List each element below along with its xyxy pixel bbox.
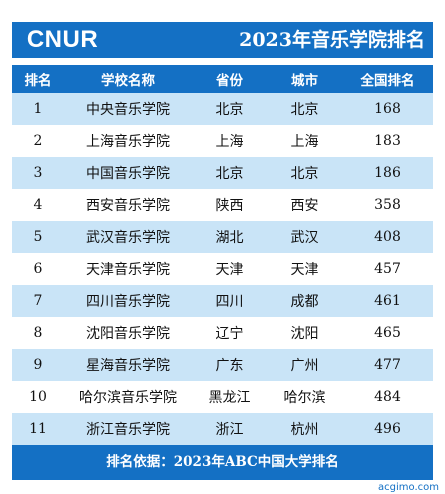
cell-school: 西安音乐学院 <box>86 198 170 214</box>
table-row: 2 上海音乐学院 上海 上海 183 <box>12 125 433 157</box>
cell-school: 武汉音乐学院 <box>86 230 170 246</box>
cell-rank: 10 <box>29 389 47 405</box>
cell-city: 北京 <box>290 166 319 182</box>
cell-school: 上海音乐学院 <box>86 134 170 150</box>
cell-city: 沈阳 <box>290 326 319 342</box>
cell-province: 湖北 <box>215 230 244 246</box>
cell-city: 天津 <box>290 262 319 278</box>
cell-rank: 4 <box>33 197 43 213</box>
page-title: 2023年音乐学院排名 <box>239 29 425 51</box>
ranking-card: CNUR 2023年音乐学院排名 排名 学校名称 省份 城市 全国排名 1 中央音… <box>12 14 433 480</box>
cell-province: 北京 <box>215 166 244 182</box>
footer-bar: 排名依据：2023年ABC中国大学排名 <box>12 445 433 480</box>
table-row: 5 武汉音乐学院 湖北 武汉 408 <box>12 221 433 253</box>
cell-city: 成都 <box>290 294 319 310</box>
cell-rank: 3 <box>33 165 43 181</box>
cell-city: 哈尔滨 <box>283 390 326 406</box>
cell-province: 天津 <box>215 262 244 278</box>
column-header-national-rank: 全国排名 <box>360 73 415 89</box>
cell-city: 广州 <box>290 358 319 374</box>
table-row: 6 天津音乐学院 天津 天津 457 <box>12 253 433 285</box>
cell-rank: 6 <box>33 261 43 277</box>
cell-national-rank: 183 <box>374 133 401 149</box>
cell-rank: 5 <box>33 229 43 245</box>
cell-school: 天津音乐学院 <box>86 262 170 278</box>
cell-rank: 8 <box>33 325 43 341</box>
cell-national-rank: 496 <box>374 421 401 437</box>
table-row: 8 沈阳音乐学院 辽宁 沈阳 465 <box>12 317 433 349</box>
cell-city: 北京 <box>290 102 319 118</box>
table-row: 10 哈尔滨音乐学院 黑龙江 哈尔滨 484 <box>12 381 433 413</box>
cell-national-rank: 457 <box>374 261 401 277</box>
cell-city: 上海 <box>290 134 319 150</box>
cell-rank: 2 <box>33 133 43 149</box>
cell-national-rank: 477 <box>374 357 401 373</box>
cell-national-rank: 168 <box>374 101 401 117</box>
cell-school: 中央音乐学院 <box>86 102 170 118</box>
cell-school: 星海音乐学院 <box>86 358 170 374</box>
cell-province: 四川 <box>215 294 244 310</box>
table-row: 1 中央音乐学院 北京 北京 168 <box>12 93 433 125</box>
table-row: 7 四川音乐学院 四川 成都 461 <box>12 285 433 317</box>
column-header-rank: 排名 <box>24 73 52 89</box>
table-row: 11 浙江音乐学院 浙江 杭州 496 <box>12 413 433 445</box>
footer-note: 排名依据：2023年ABC中国大学排名 <box>106 454 339 470</box>
column-header-province: 省份 <box>216 73 243 89</box>
cell-national-rank: 358 <box>374 197 401 213</box>
cell-school: 中国音乐学院 <box>86 166 170 182</box>
table-row: 4 西安音乐学院 陕西 西安 358 <box>12 189 433 221</box>
cell-province: 黑龙江 <box>208 390 251 406</box>
cell-city: 杭州 <box>290 422 319 438</box>
cell-national-rank: 461 <box>374 293 401 309</box>
table-body: 1 中央音乐学院 北京 北京 168 2 上海音乐学院 上海 上海 183 3 中国音乐学院 北京 北京 1… <box>12 93 433 445</box>
cell-province: 北京 <box>215 102 244 118</box>
site-watermark: acgimo.com <box>376 481 441 494</box>
cell-province: 陕西 <box>215 198 244 214</box>
cell-school: 四川音乐学院 <box>86 294 170 310</box>
cell-national-rank: 408 <box>374 229 401 245</box>
cell-school: 沈阳音乐学院 <box>86 326 170 342</box>
table-header-row: 排名 学校名称 省份 城市 全国排名 <box>12 65 433 93</box>
cell-national-rank: 484 <box>374 389 401 405</box>
column-header-city: 城市 <box>291 73 318 89</box>
cell-rank: 9 <box>33 357 43 373</box>
cnur-logo: CNUR <box>12 22 113 58</box>
cell-school: 浙江音乐学院 <box>86 422 170 438</box>
cell-city: 西安 <box>290 198 319 214</box>
cell-rank: 7 <box>33 293 43 309</box>
cell-national-rank: 186 <box>374 165 401 181</box>
cell-province: 上海 <box>215 134 244 150</box>
column-header-school: 学校名称 <box>101 73 155 89</box>
cell-province: 广东 <box>215 358 244 374</box>
ranking-table: 排名 学校名称 省份 城市 全国排名 1 中央音乐学院 北京 北京 168 2 上海音乐学院… <box>12 65 433 445</box>
cell-rank: 1 <box>33 101 43 117</box>
cell-province: 辽宁 <box>215 326 244 342</box>
table-row: 9 星海音乐学院 广东 广州 477 <box>12 349 433 381</box>
cell-city: 武汉 <box>290 230 319 246</box>
cell-national-rank: 465 <box>374 325 401 341</box>
cell-province: 浙江 <box>215 422 244 438</box>
cell-rank: 11 <box>29 421 47 437</box>
header-banner: CNUR 2023年音乐学院排名 <box>12 14 433 65</box>
table-row: 3 中国音乐学院 北京 北京 186 <box>12 157 433 189</box>
cell-school: 哈尔滨音乐学院 <box>79 390 177 406</box>
title-bar: 2023年音乐学院排名 <box>113 22 433 58</box>
